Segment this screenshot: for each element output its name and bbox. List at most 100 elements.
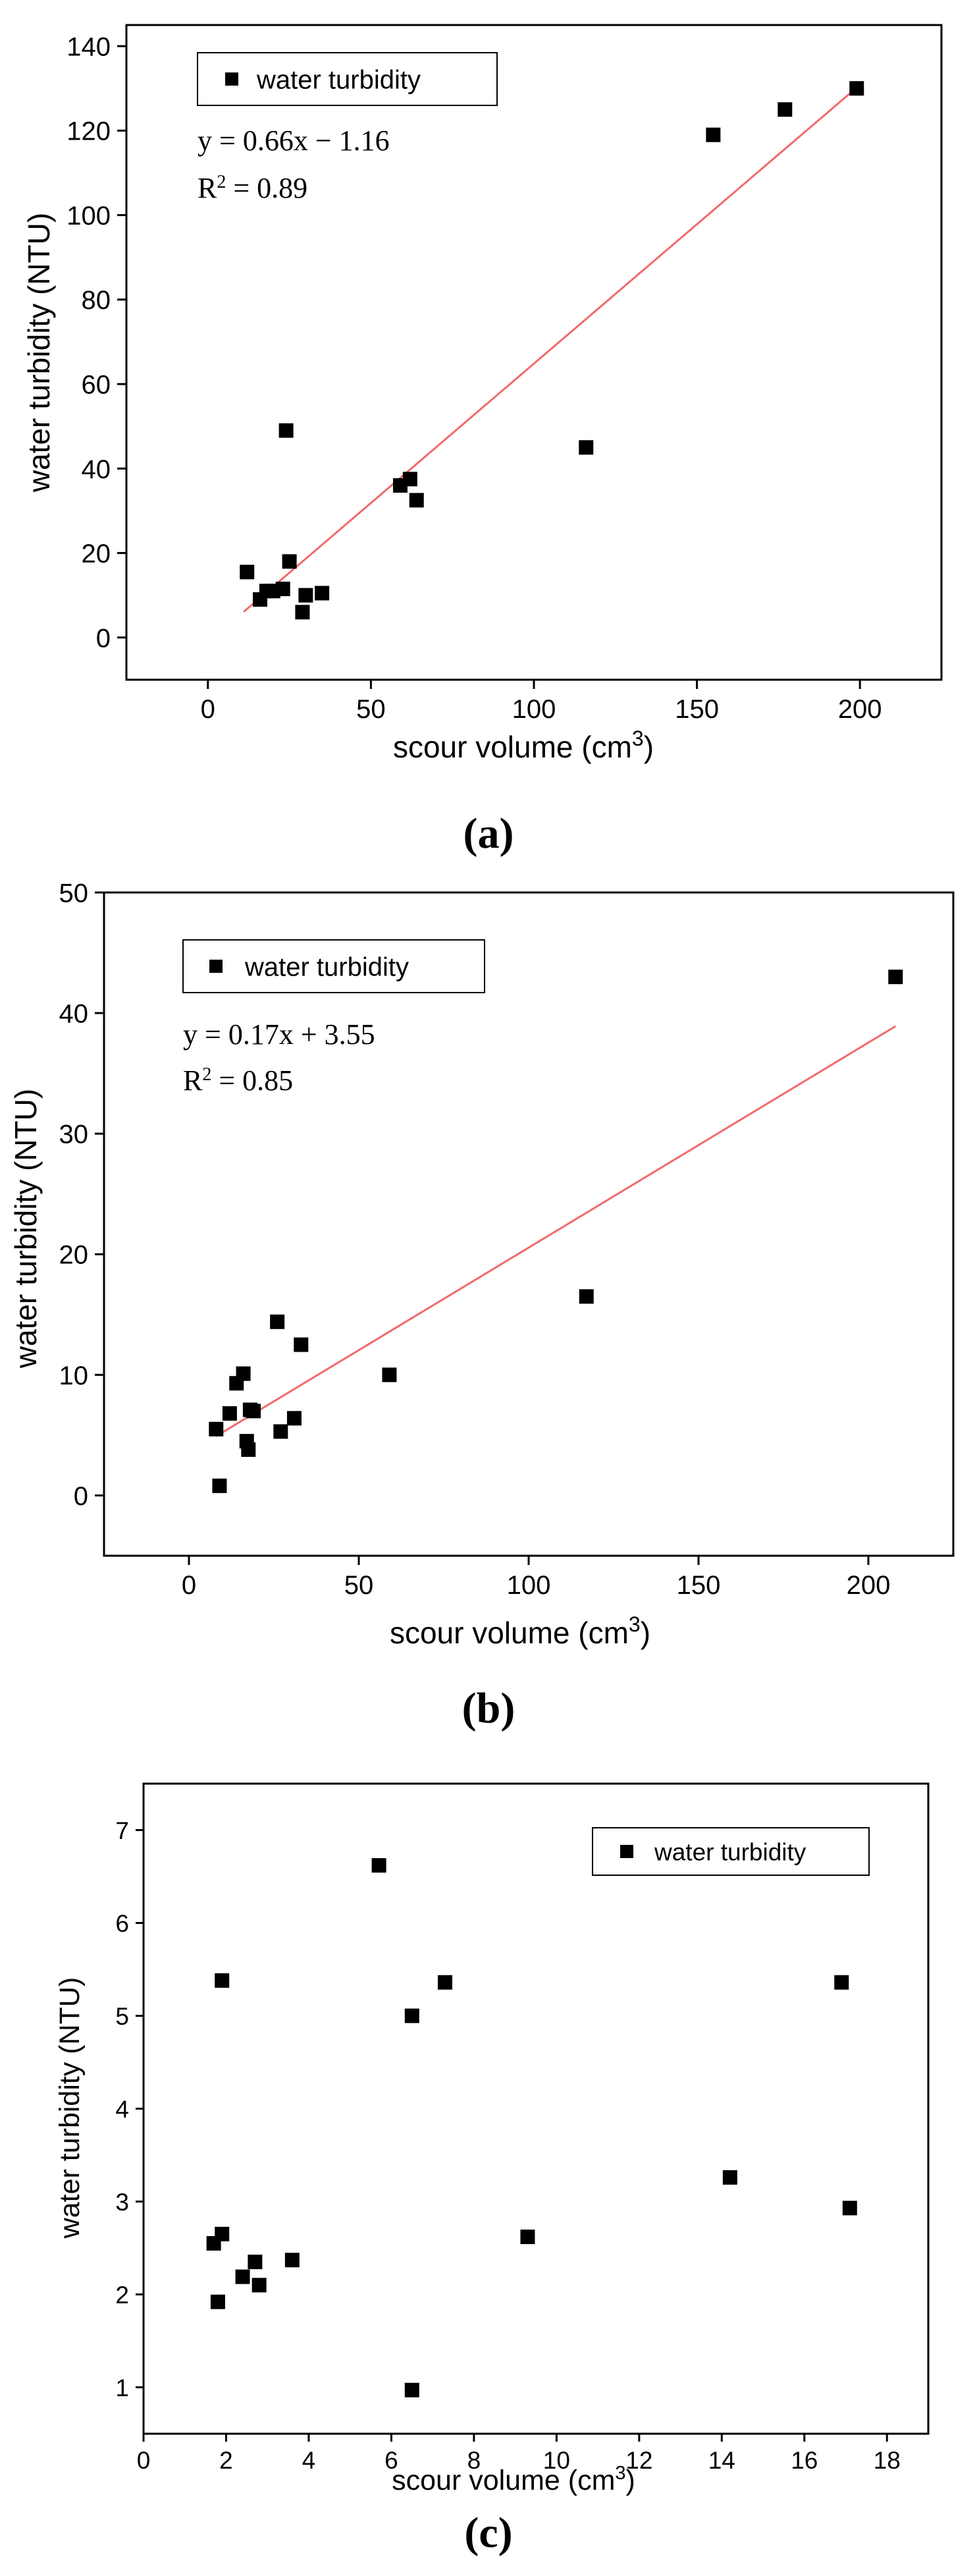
y-tick-label: 10 (59, 1361, 89, 1390)
data-point (579, 440, 594, 455)
plot-frame (125, 24, 943, 681)
legend-box (592, 1827, 870, 1876)
x-tick-label: 10 (543, 2447, 570, 2474)
data-point (275, 582, 290, 597)
data-point (409, 493, 424, 508)
regression-line (215, 1025, 897, 1437)
x-tick-label: 14 (708, 2447, 735, 2474)
data-point (298, 588, 313, 603)
x-tick-label: 50 (344, 1571, 374, 1600)
x-tick-label: 4 (302, 2447, 316, 2474)
data-point (215, 2226, 230, 2241)
caption-a: (a) (463, 809, 514, 858)
y-tick-label: 60 (82, 370, 111, 399)
data-point (273, 1424, 288, 1439)
data-point (248, 2255, 263, 2270)
y-tick-label: 100 (66, 202, 111, 231)
x-tick-label: 100 (512, 695, 556, 724)
x-tick-label: 6 (384, 2447, 398, 2474)
data-point (286, 1411, 302, 1426)
r-squared: R2 = 0.89 (198, 172, 307, 205)
x-tick-label: 50 (356, 695, 386, 724)
data-point (209, 1421, 224, 1437)
x-axis-label: scour volume (cm3) (390, 1612, 650, 1650)
y-tick-label: 50 (59, 879, 89, 908)
data-point (210, 2294, 225, 2309)
x-tick-label: 200 (838, 695, 882, 724)
legend-marker (620, 1845, 633, 1858)
data-point (404, 2382, 419, 2398)
data-point (215, 1973, 230, 1988)
legend-label: water turbidity (654, 1838, 806, 1865)
x-tick-label: 12 (625, 2447, 652, 2474)
y-tick-label: 4 (115, 2096, 129, 2123)
legend-marker (225, 72, 238, 86)
data-point (520, 2230, 535, 2245)
data-point (706, 127, 721, 142)
chart-panel-b: 0 50 100 150 200 0 10 20 30 40 50 scour volume (cm3… (0, 873, 977, 1673)
y-tick-label: 120 (66, 117, 111, 146)
y-tick-label: 20 (59, 1241, 89, 1270)
chart-a-svg: 0 50 100 150 200 0 20 40 60 80 100 120 140 scour volu… (22, 24, 943, 764)
data-point (722, 2170, 737, 2185)
x-tick-label: 0 (182, 1571, 196, 1600)
chart-panel-c: 0 2 4 6 8 10 12 14 16 18 1 2 3 4 5 6 7 scour volume (cm3)… (0, 1752, 977, 2496)
y-tick-label: 3 (115, 2189, 129, 2216)
y-tick-label: 40 (59, 999, 89, 1028)
caption-c: (c) (464, 2509, 513, 2557)
x-tick-label: 150 (677, 1571, 721, 1600)
legend-label: water turbidity (244, 952, 409, 981)
data-point (240, 564, 255, 580)
data-point (294, 1337, 309, 1352)
data-point (236, 1366, 251, 1381)
data-point (382, 1367, 397, 1383)
y-tick-label: 2 (115, 2282, 129, 2309)
data-point (212, 1478, 227, 1493)
data-point (842, 2201, 857, 2216)
y-tick-label: 30 (59, 1120, 89, 1149)
data-point (778, 102, 793, 117)
y-axis-label: water turbidity (NTU) (9, 1089, 43, 1369)
data-point (371, 1858, 386, 1873)
data-point (315, 586, 330, 601)
x-tick-label: 16 (791, 2447, 818, 2474)
data-point (437, 1975, 452, 1990)
data-point (579, 1289, 594, 1304)
x-tick-label: 0 (201, 695, 215, 724)
chart-b-svg: 0 50 100 150 200 0 10 20 30 40 50 scour volume (cm3… (9, 879, 955, 1650)
data-point (278, 423, 294, 438)
plot-frame (142, 1782, 930, 2435)
x-tick-label: 150 (675, 695, 719, 724)
data-point (849, 81, 864, 96)
data-point (295, 605, 310, 620)
legend-marker (209, 960, 223, 973)
x-axis-label: scour volume (cm3) (392, 2463, 635, 2496)
x-axis-label: scour volume (cm3) (393, 726, 654, 764)
data-point (402, 472, 417, 487)
y-tick-label: 80 (82, 286, 111, 315)
y-tick-label: 140 (66, 32, 111, 61)
x-tick-label: 200 (847, 1571, 891, 1600)
y-axis-label: water turbidity (NTU) (22, 213, 56, 493)
y-tick-label: 6 (115, 1910, 129, 1937)
y-tick-label: 7 (115, 1817, 129, 1844)
y-tick-label: 0 (74, 1482, 88, 1511)
data-point (270, 1314, 285, 1329)
y-tick-label: 0 (96, 624, 111, 653)
x-tick-label: 0 (137, 2447, 151, 2474)
legend-label: water turbidity (256, 65, 421, 94)
regression-equation: y = 0.66x − 1.16 (198, 124, 390, 157)
data-point (888, 970, 903, 985)
y-axis-label: water turbidity (NTU) (54, 1977, 86, 2239)
data-point (284, 2253, 300, 2268)
chart-panel-a: 0 50 100 150 200 0 20 40 60 80 100 120 140 scour volu… (0, 0, 977, 797)
data-point (282, 554, 297, 569)
x-tick-label: 18 (874, 2447, 901, 2474)
x-tick-label: 2 (219, 2447, 233, 2474)
r-squared: R2 = 0.85 (183, 1064, 293, 1097)
data-point (404, 2008, 419, 2023)
data-point (235, 2269, 250, 2284)
caption-b: (b) (462, 1684, 515, 1732)
